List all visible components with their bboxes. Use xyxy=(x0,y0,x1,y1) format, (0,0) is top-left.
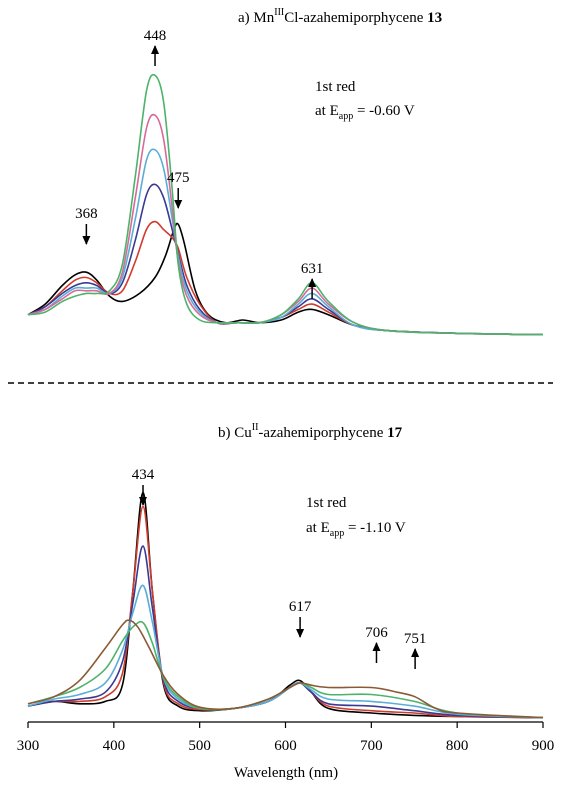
peak-label-368: 368 xyxy=(75,206,98,222)
panel-b-series-5-line xyxy=(27,620,544,719)
peak-arrow-631-up xyxy=(308,278,317,299)
panel-a-title: a) MnIIICl-azahemiporphycene 13 xyxy=(238,7,442,26)
x-tick-label-300: 300 xyxy=(17,738,40,754)
panel-a-condition-line1: 1st red xyxy=(315,79,356,95)
peak-label-706: 706 xyxy=(365,625,388,641)
peak-arrow-475-down xyxy=(174,188,183,209)
panel-b-condition-line2: at Eapp = -1.10 V xyxy=(306,520,406,539)
panel-b-series-3-line xyxy=(27,545,544,719)
panel-b-series-1-line xyxy=(27,491,544,719)
x-tick-label-400: 400 xyxy=(103,738,126,754)
peak-label-751: 751 xyxy=(404,631,427,647)
panel-a-condition-line2: at Eapp = -0.60 V xyxy=(315,103,415,122)
panel-a-series-5-line xyxy=(27,113,544,336)
peak-label-631: 631 xyxy=(301,261,324,277)
panel-a-series-6-line xyxy=(27,73,544,336)
peak-arrow-368-down xyxy=(82,224,91,245)
panel-b-condition-line1: 1st red xyxy=(306,495,347,511)
panel-b-series-4-line xyxy=(27,584,544,719)
peak-arrow-706-up xyxy=(372,642,381,663)
panel-b-series-6-line xyxy=(27,619,544,719)
panel-b-title: b) CuII-azahemiporphycene 17 xyxy=(218,422,403,441)
panel-a-series-1-line xyxy=(27,222,544,336)
peak-arrow-448-up xyxy=(151,45,160,66)
panel-a-annotations: 448 475 368 631 xyxy=(75,28,323,299)
panel-b-series-2-line xyxy=(27,505,544,719)
panel-b-annotations: 434 617 706 751 xyxy=(132,467,427,669)
peak-arrow-751-up xyxy=(411,648,420,669)
x-tick-label-500: 500 xyxy=(188,738,211,754)
peak-arrow-434-down xyxy=(139,485,148,506)
peak-label-617: 617 xyxy=(289,599,312,615)
x-tick-label-700: 700 xyxy=(360,738,383,754)
panel-b-plot xyxy=(27,491,544,719)
peak-label-475: 475 xyxy=(167,170,190,186)
panel-a-plot xyxy=(27,73,544,336)
peak-arrow-617-down xyxy=(296,617,305,638)
x-tick-label-600: 600 xyxy=(274,738,297,754)
peak-label-434: 434 xyxy=(132,467,155,483)
x-tick-label-900: 900 xyxy=(532,738,555,754)
panel-a-series-4-line xyxy=(27,148,544,336)
x-axis-title: Wavelength (nm) xyxy=(234,765,338,781)
x-tick-label-800: 800 xyxy=(446,738,469,754)
x-axis-ticks: 300 400 500 600 700 800 900 xyxy=(17,722,555,754)
peak-label-448: 448 xyxy=(144,28,167,44)
panel-a-series-2-line xyxy=(27,220,544,336)
